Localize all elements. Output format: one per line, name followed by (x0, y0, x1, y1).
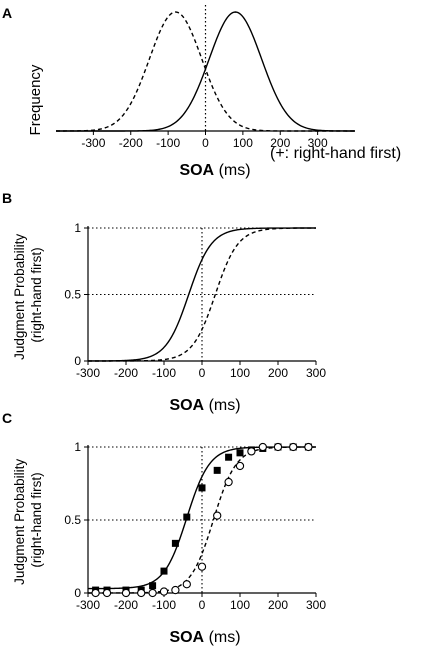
panel-c-x-tick-label: 200 (268, 598, 288, 612)
panel-b-x-tick-label: 100 (230, 366, 250, 380)
panel-b-ylabel-line1: Judgment Probability (12, 234, 27, 360)
panel-a-ylabel: Frequency (27, 64, 44, 135)
panel-c-point-circle (304, 442, 313, 452)
panel-a-xlabel: SOA (ms) (179, 162, 250, 179)
panel-a-curve-solid (56, 11, 355, 132)
panel-b-x-tick-label: 300 (306, 366, 326, 380)
panel-c-point-square (171, 539, 179, 547)
panel-c-xlabel-main: SOA (169, 629, 204, 646)
panel-a-direction-note: (+: right-hand first) (270, 145, 401, 162)
panel-b-plot: -300 -200 -100 0 100 200 300 0 0.5 1 (64, 221, 326, 380)
panel-c-point-square (198, 484, 206, 492)
panel-b-y-tick-label: 1 (74, 221, 81, 235)
panel-c-x-tick-label: -100 (152, 598, 176, 612)
panel-c-x-tick-label: -200 (114, 598, 138, 612)
panel-c-point-circle (182, 580, 191, 589)
panel-a-x-tick-label: -200 (119, 136, 143, 150)
panel-c-y-tick-label: 1 (74, 440, 81, 454)
panel-a-x-tick-label: 0 (202, 136, 209, 150)
panel-c-xlabel-unit: (ms) (209, 629, 241, 646)
panel-b-xlabel-main: SOA (169, 397, 204, 414)
panel-c-point-square (149, 582, 157, 590)
panel-c-plot: -300 -200 -100 0 100 200 300 0 0.5 1 (64, 440, 326, 612)
panel-a-letter: A (2, 5, 12, 21)
panel-a-x-tick-label: -300 (81, 136, 105, 150)
panel-c-point-circle (258, 442, 267, 452)
panel-c-point-circle (171, 585, 180, 595)
panel-c-point-circle (197, 562, 207, 571)
panel-c-xlabel: SOA (ms) (169, 629, 240, 646)
panel-b-y-tick-label: 0 (74, 354, 81, 368)
panel-c-point-square (225, 453, 233, 461)
panel-c-point-square (160, 567, 168, 575)
panel-a-plot: -300 -200 -100 0 100 200 300 (56, 5, 355, 150)
panel-b-x-tick-label: -300 (76, 366, 100, 380)
panel-c-point-circle (224, 477, 233, 487)
panel-c-y-tick-label: 0.5 (64, 513, 81, 527)
panel-c-point-circle (121, 588, 131, 598)
panel-b-x-tick-label: -200 (114, 366, 138, 380)
panel-c-point-circle (148, 588, 157, 598)
panel-c-x-tick-label: -300 (76, 598, 100, 612)
panel-a-x-tick-label: 200 (270, 136, 290, 150)
panel-c-ylabel-line1: Judgment Probability (12, 459, 27, 585)
panel-b-x-tick-label: 200 (268, 366, 288, 380)
panel-c-point-square (236, 449, 244, 457)
panel-b-letter: B (2, 190, 12, 206)
panel-c-x-tick-label: 300 (306, 598, 326, 612)
panel-c-point-circle (289, 442, 298, 452)
panel-c-letter: C (2, 410, 12, 426)
panel-c-point-square (213, 466, 221, 474)
panel-b-x-tick-label: -100 (152, 366, 176, 380)
panel-b-xlabel-unit: (ms) (209, 397, 241, 414)
panel-c-x-tick-label: 100 (230, 598, 250, 612)
panel-c-point-circle (247, 447, 256, 456)
panel-c-point-circle (102, 588, 112, 598)
panel-a-x-tick-label: 100 (233, 136, 253, 150)
panel-b-x-tick-label: 0 (199, 366, 206, 380)
panel-c-point-circle (91, 588, 100, 598)
panel-c-x-tick-label: 0 (199, 598, 206, 612)
panel-c-point-circle (213, 511, 222, 520)
panel-c-ylabel: Judgment Probability (right-hand first) (12, 455, 44, 585)
panel-c-y-tick-label: 0 (74, 586, 81, 600)
panel-c-point-circle (159, 587, 169, 596)
panel-b-curve-dashed (88, 227, 316, 362)
panel-c-point-circle (137, 588, 146, 598)
panel-b-ylabel-line2: (right-hand first) (29, 247, 44, 342)
panel-b-xlabel: SOA (ms) (169, 397, 240, 414)
panel-c-point-circle (235, 461, 245, 471)
panel-b-y-tick-label: 0.5 (64, 288, 81, 302)
panel-a-xlabel-unit: (ms) (219, 162, 251, 179)
panel-c-point-square (183, 513, 191, 521)
panel-b-ylabel: Judgment Probability (right-hand first) (12, 230, 44, 360)
panel-a-x-tick-label: 300 (308, 136, 328, 150)
panel-a-xlabel-main: SOA (179, 162, 214, 179)
panel-c-ylabel-line2: (right-hand first) (29, 472, 44, 567)
panel-a-x-tick-label: -100 (156, 136, 180, 150)
panel-c-point-circle (273, 442, 283, 452)
